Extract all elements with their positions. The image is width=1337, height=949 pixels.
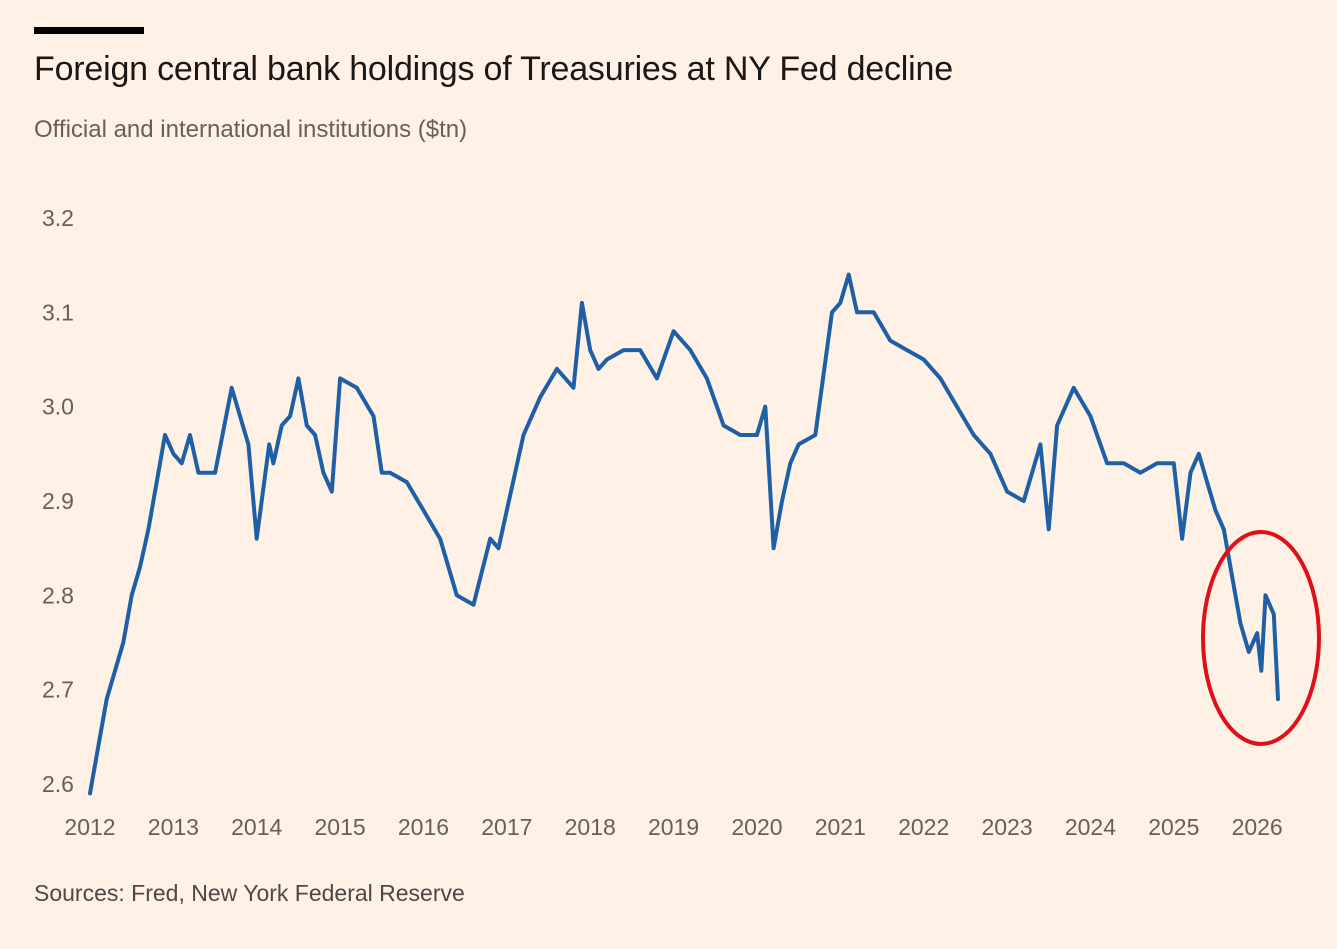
series-group [88,272,1280,796]
x-tick-label: 2018 [565,814,616,840]
x-tick-label: 2019 [648,814,699,840]
y-tick-label: 3.0 [42,394,74,420]
x-tick-label: 2021 [815,814,866,840]
x-tick-label: 2020 [731,814,782,840]
annotation-group [1201,530,1321,746]
y-tick-label: 2.8 [42,582,74,608]
y-tick-label: 3.2 [42,205,74,231]
top-rule [34,27,144,34]
highlight-ellipse [1201,530,1321,746]
x-tick-label: 2023 [981,814,1032,840]
series-line [88,272,1280,796]
y-tick-label: 2.6 [42,771,74,797]
chart-title: Foreign central bank holdings of Treasur… [34,50,953,88]
x-tick-label: 2016 [398,814,449,840]
y-tick-label: 2.9 [42,488,74,514]
x-tick-label: 2022 [898,814,949,840]
x-tick-label: 2013 [148,814,199,840]
chart-subtitle: Official and international institutions … [34,116,468,143]
x-tick-label: 2012 [64,814,115,840]
x-tick-label: 2017 [481,814,532,840]
y-axis-ticks: 2.6 2.7 2.8 2.9 3.0 3.1 3.2 [42,205,74,797]
y-tick-label: 2.7 [42,677,74,703]
source-note: Sources: Fred, New York Federal Reserve [34,880,465,906]
x-tick-label: 2015 [315,814,366,840]
x-tick-label: 2026 [1232,814,1283,840]
x-tick-label: 2024 [1065,814,1116,840]
x-tick-label: 2025 [1148,814,1199,840]
y-tick-label: 3.1 [42,299,74,325]
x-axis-ticks: 2012 2013 2014 2015 2016 2017 2018 2019 2020 2021… [64,814,1282,840]
x-tick-label: 2014 [231,814,282,840]
